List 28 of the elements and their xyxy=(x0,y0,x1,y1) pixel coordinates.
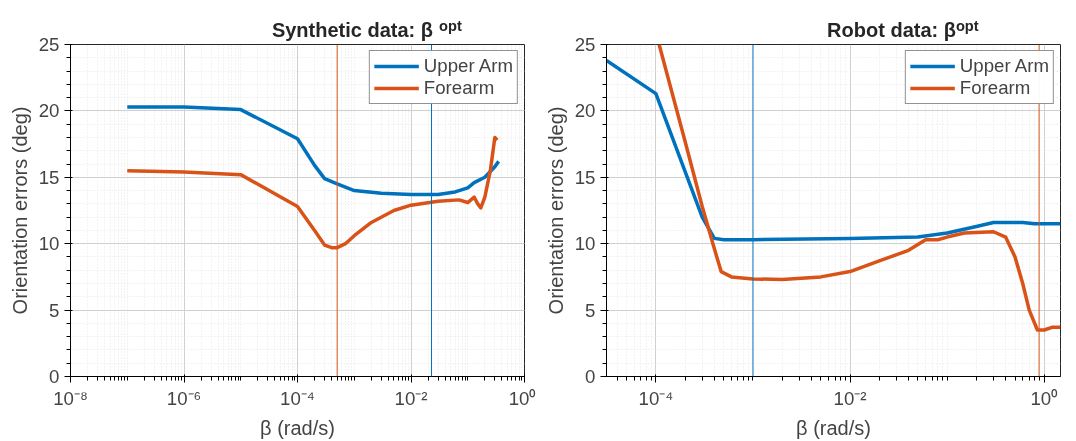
y-tick-label: 20 xyxy=(574,100,596,122)
y-tick-label: 10 xyxy=(574,233,596,255)
y-tick-label: 25 xyxy=(574,34,596,55)
x-tick-label: 10⁰ xyxy=(508,387,537,409)
y-axis-title: Orientation errors (deg) xyxy=(544,106,567,315)
x-tick-label: 10⁻² xyxy=(833,387,867,409)
y-tick-label: 25 xyxy=(38,34,60,55)
y-tick-label: 5 xyxy=(585,299,596,321)
y-tick-label: 5 xyxy=(49,299,60,321)
x-tick-label: 10⁻⁶ xyxy=(166,387,202,409)
y-axis-title: Orientation errors (deg) xyxy=(8,106,31,315)
legend-label: Upper Arm xyxy=(423,55,513,77)
y-tick-label: 15 xyxy=(574,166,596,188)
x-axis-title: β (rad/s) xyxy=(796,416,871,439)
x-tick-label: 10⁰ xyxy=(1030,387,1059,409)
y-tick-label: 15 xyxy=(38,166,60,188)
legend-label: Forearm xyxy=(423,77,495,99)
x-tick-label: 10⁻⁴ xyxy=(638,387,674,409)
y-tick-label: 0 xyxy=(49,366,60,387)
x-tick-label: 10⁻⁴ xyxy=(280,387,315,409)
legend-label: Upper Arm xyxy=(959,55,1049,77)
y-tick-label: 10 xyxy=(38,233,60,255)
legend-label: Forearm xyxy=(959,77,1031,99)
x-tick-label: 10⁻² xyxy=(394,387,428,409)
x-axis-title: β (rad/s) xyxy=(260,416,335,439)
x-tick-label: 10⁻⁸ xyxy=(53,387,88,409)
y-tick-label: 0 xyxy=(585,366,596,387)
y-tick-label: 20 xyxy=(38,100,60,122)
